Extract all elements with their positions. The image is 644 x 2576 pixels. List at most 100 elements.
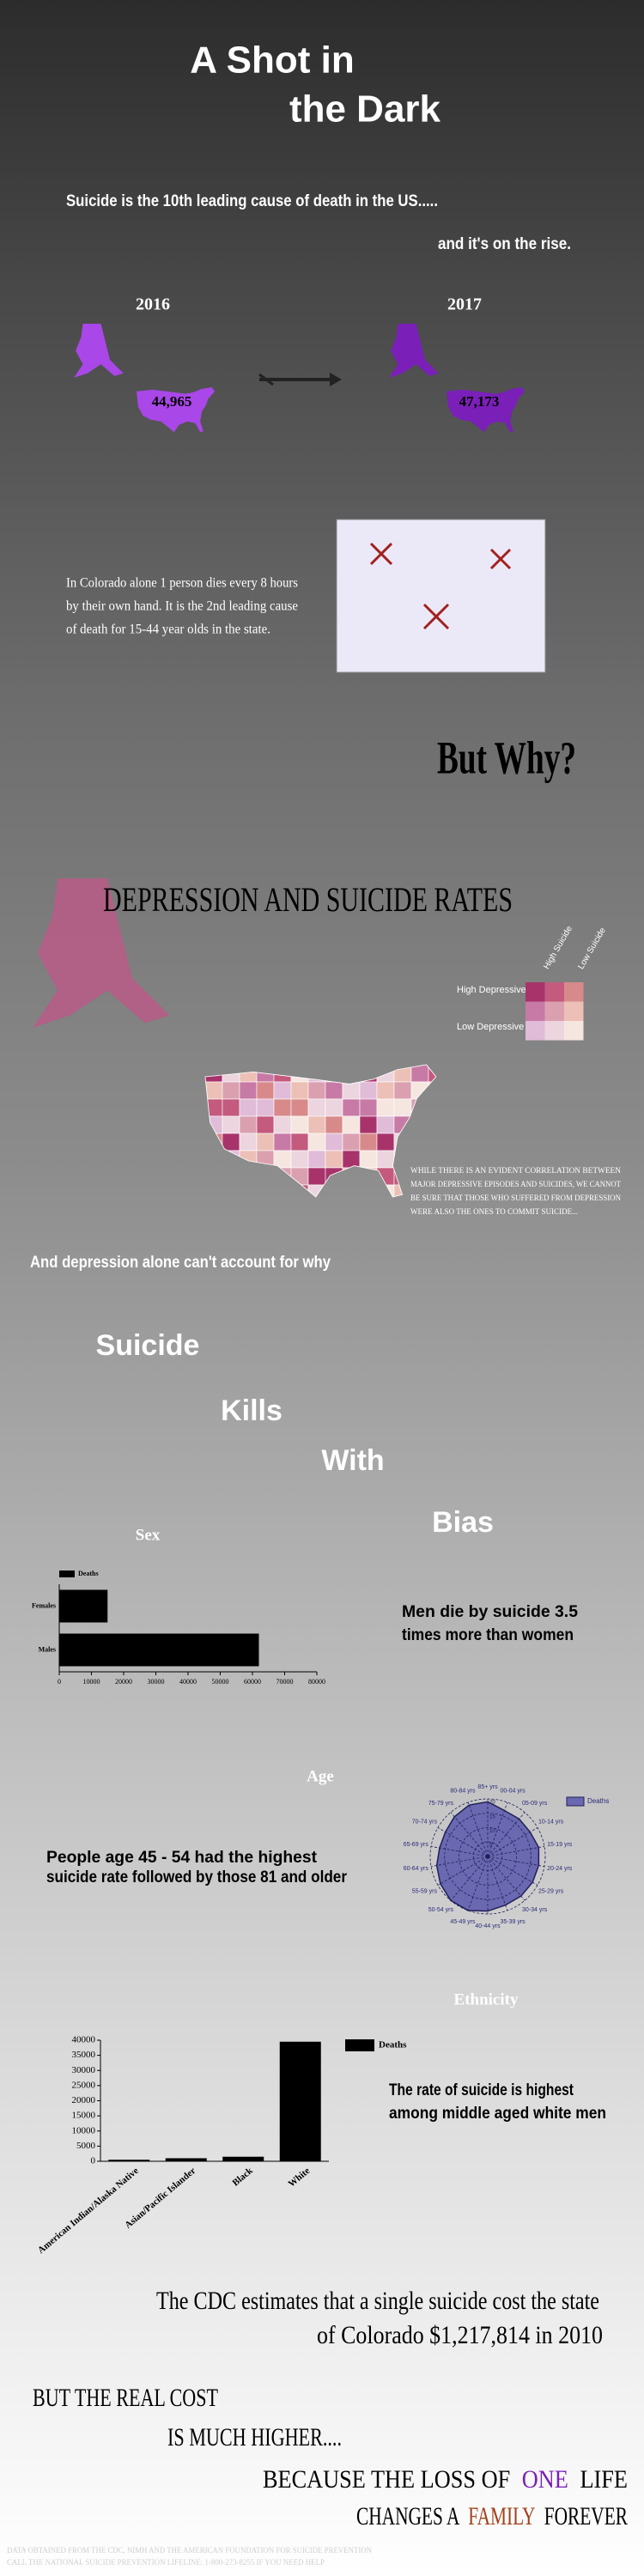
map-region [222, 1098, 240, 1117]
x-tick-label: 60000 [244, 1678, 261, 1686]
x-tick-label: 20000 [115, 1678, 132, 1686]
map-region [325, 1133, 343, 1151]
map-region [273, 1115, 292, 1134]
category-label: 05-09 yrs [522, 1801, 548, 1807]
map-region [256, 1150, 275, 1169]
legend-cell [544, 1021, 564, 1041]
map-region [376, 1098, 395, 1117]
closing-part: LIFE [580, 2465, 628, 2494]
map-region [410, 1133, 429, 1151]
map-region [222, 1081, 240, 1100]
map-region [222, 1133, 240, 1151]
death-count: 47,173 [459, 393, 500, 410]
closing-text: BECAUSE THE LOSS OF ONE LIFE [263, 2465, 628, 2494]
category-label: 65-69 yrs [404, 1842, 429, 1848]
map-region [273, 1150, 292, 1169]
map-region [290, 1184, 309, 1197]
category-label: 60-64 yrs [404, 1866, 429, 1872]
r-tick-label: 5 [489, 1844, 493, 1849]
x-tick-label: 50000 [212, 1678, 229, 1686]
bias-word: Kills [221, 1394, 283, 1427]
x-tick-label: 80000 [308, 1678, 325, 1686]
map-region [428, 1150, 436, 1169]
map-region [239, 1115, 258, 1134]
heading: DEPRESSION AND SUICIDE RATES [103, 880, 513, 919]
cost-text: The CDC estimates that a single suicide … [156, 2287, 599, 2315]
category-label: 55-59 yrs [412, 1888, 438, 1894]
legend-cell [564, 1021, 584, 1041]
bivariate-legend [526, 982, 584, 1041]
chart-note: People age 45 - 54 had the highest [46, 1849, 318, 1867]
map-region [256, 1081, 275, 1100]
category-label: 85+ yrs [477, 1784, 498, 1790]
transition-text: And depression alone can't account for w… [30, 1254, 331, 1272]
x-tick-label: 10000 [83, 1678, 100, 1686]
map-region [325, 1150, 343, 1169]
title: the Dark [289, 88, 441, 131]
map-region [325, 1184, 343, 1197]
legend-swatch [566, 1796, 585, 1807]
spoke [450, 1856, 489, 1901]
spoke [430, 1845, 489, 1857]
map-region [376, 1115, 395, 1134]
category-label: 25-29 yrs [538, 1888, 564, 1894]
chart-title: Sex [136, 1526, 161, 1544]
y-tick-label: 0 [91, 2156, 96, 2166]
colorado-text: In Colorado alone 1 person dies every 8 … [66, 576, 298, 591]
map-region [428, 1081, 436, 1100]
category-label: 70-74 yrs [412, 1819, 438, 1825]
category-label: 75-79 yrs [428, 1801, 454, 1807]
map-region [256, 1184, 275, 1197]
r-tick-label: 20 [489, 1801, 495, 1806]
x-mark [489, 548, 512, 570]
map-region [410, 1115, 429, 1134]
r-tick-label: 15 [489, 1814, 495, 1820]
year-label: 2017 [447, 295, 482, 314]
map-region [256, 1133, 275, 1151]
y-tick-label: Males [39, 1645, 56, 1653]
map-region [205, 1133, 223, 1151]
closing-text: BUT THE REAL COST [33, 2384, 218, 2412]
legend-cell [526, 982, 545, 1002]
map-region [410, 1150, 429, 1169]
map-region [393, 1065, 412, 1083]
map-region [273, 1065, 292, 1083]
colorado-box [336, 519, 546, 673]
map-region [342, 1065, 361, 1083]
map-region [359, 1115, 378, 1134]
title: A Shot in [190, 39, 354, 82]
map-region [376, 1081, 395, 1100]
ethnicity-chart: 0 5000 10000 15000 20000 25000 30000 35000 40000… [36, 2035, 407, 2257]
map-region [376, 1184, 395, 1197]
map-region [222, 1150, 240, 1169]
y-tick-label: 10000 [72, 2125, 96, 2136]
map-region [273, 1098, 292, 1117]
map-region [222, 1115, 240, 1134]
note: WERE ALSO THE ONES TO COMMIT SUICIDE... [410, 1208, 578, 1217]
x-tick-label: 30000 [148, 1678, 165, 1686]
y-tick-label: 5000 [76, 2141, 96, 2151]
y-tick-label: Females [32, 1601, 56, 1609]
map-region [205, 1081, 223, 1100]
arrow [258, 373, 342, 386]
map-region [239, 1098, 258, 1117]
bar [108, 2160, 150, 2161]
closing-highlight: FAMILY [468, 2502, 535, 2530]
y-tick-label: 30000 [72, 2065, 96, 2075]
spoke [487, 1845, 545, 1857]
spoke [450, 1812, 489, 1857]
x-tick-label: 40000 [179, 1678, 197, 1686]
cost-text: of Colorado $1,217,814 in 2010 [317, 2321, 603, 2349]
map-region [290, 1133, 309, 1151]
map-region [290, 1065, 309, 1083]
y-tick-label: 35000 [72, 2050, 96, 2060]
x-tick-label: 0 [58, 1678, 61, 1686]
map-region [359, 1065, 378, 1083]
map-region [342, 1167, 361, 1186]
legend-swatch [345, 2039, 374, 2051]
map-region [205, 1167, 223, 1186]
map-region [428, 1133, 436, 1151]
map-region [205, 1150, 223, 1169]
map-region [342, 1150, 361, 1169]
